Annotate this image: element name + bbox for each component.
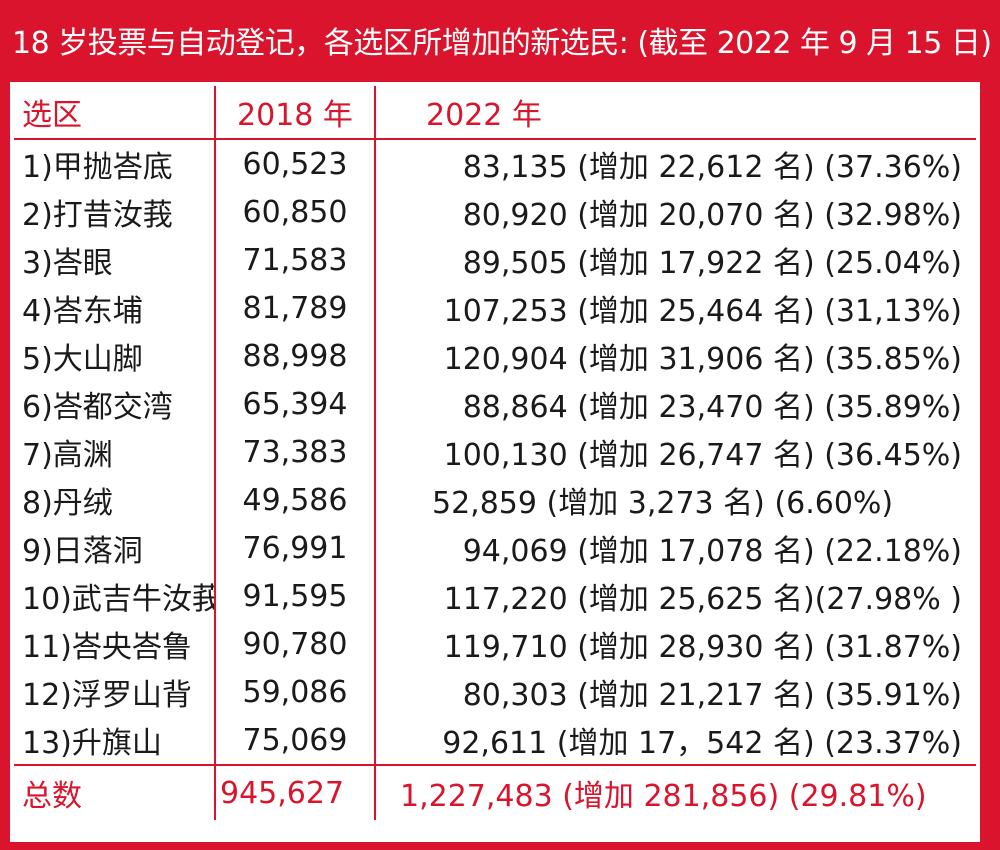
total-2018-cell: 945,627 <box>215 764 376 820</box>
total-row: 总数 945,627 1,227,483 (增加 281,856) (29.81… <box>14 764 976 820</box>
table-panel: 选区 2018 年 2022 年 1)甲抛峇底 60,523 83,135 (增… <box>10 82 980 842</box>
table-row: 8)丹绒 49,586 52,859 (增加 3,273 名) (6.60%) <box>14 476 976 524</box>
total-2022-cell: 1,227,483 (增加 281,856) (29.81%) <box>375 764 976 820</box>
district-cell: 7)高渊 <box>14 428 216 476</box>
table-row: 12)浮罗山背 59,086 80,303 (增加 21,217 名) (35.… <box>14 668 976 716</box>
district-cell: 13)升旗山 <box>14 716 216 765</box>
column-header-2018: 2018 年 <box>215 86 376 140</box>
district-cell: 11)峇央峇鲁 <box>14 620 216 668</box>
table-row: 10)武吉牛汝莪 91,595 117,220 (增加 25,625 名)(27… <box>14 572 976 620</box>
voters-2018-cell: 90,780 <box>215 620 376 668</box>
voters-2018-cell: 49,586 <box>215 476 376 524</box>
table-row: 1)甲抛峇底 60,523 83,135 (增加 22,612 名) (37.3… <box>14 139 976 188</box>
table-row: 2)打昔汝莪 60,850 80,920 (增加 20,070 名) (32.9… <box>14 188 976 236</box>
voters-2018-cell: 75,069 <box>215 716 376 765</box>
voters-2022-cell: 52,859 (增加 3,273 名) (6.60%) <box>432 486 894 521</box>
voters-2022-cell: 117,220 (增加 25,625 名)(27.98% ) <box>443 582 962 617</box>
voters-2022-cell: 88,864 (增加 23,470 名) (35.89%) <box>462 390 962 425</box>
district-cell: 1)甲抛峇底 <box>14 139 216 188</box>
voters-2018-cell: 81,789 <box>215 284 376 332</box>
voters-2018-cell: 73,383 <box>215 428 376 476</box>
voters-2022-cell: 89,505 (增加 17,922 名) (25.04%) <box>462 246 962 281</box>
voters-2022-cell: 80,303 (增加 21,217 名) (35.91%) <box>462 678 962 713</box>
table-row: 6)峇都交湾 65,394 88,864 (增加 23,470 名) (35.8… <box>14 380 976 428</box>
district-cell: 5)大山脚 <box>14 332 216 380</box>
voters-2018-cell: 76,991 <box>215 524 376 572</box>
voters-2022-cell: 100,130 (增加 26,747 名) (36.45%) <box>443 438 962 473</box>
voters-2018-cell: 60,523 <box>215 139 376 188</box>
voters-2018-cell: 88,998 <box>215 332 376 380</box>
district-cell: 4)峇东埔 <box>14 284 216 332</box>
district-cell: 6)峇都交湾 <box>14 380 216 428</box>
voters-2018-cell: 91,595 <box>215 572 376 620</box>
column-header-district: 选区 <box>14 86 216 140</box>
table-header-row: 选区 2018 年 2022 年 <box>14 86 976 140</box>
voters-2022-cell: 119,710 (增加 28,930 名) (31.87%) <box>443 630 962 665</box>
page-title: 18 岁投票与自动登记，各选区所增加的新选民: (截至 2022 年 9 月 1… <box>12 26 992 61</box>
column-header-2022: 2022 年 <box>375 86 976 140</box>
voters-2022-cell: 94,069 (增加 17,078 名) (22.18%) <box>462 534 962 569</box>
voters-2022-cell: 107,253 (增加 25,464 名) (31,13%) <box>443 294 962 329</box>
district-cell: 3)峇眼 <box>14 236 216 284</box>
table-row: 13)升旗山 75,069 92,611 (增加 17，542 名) (23.3… <box>14 716 976 765</box>
table-row: 9)日落洞 76,991 94,069 (增加 17,078 名) (22.18… <box>14 524 976 572</box>
voters-2022-cell: 92,611 (增加 17，542 名) (23.37%) <box>442 726 962 761</box>
voters-2022-cell: 80,920 (增加 20,070 名) (32.98%) <box>462 198 962 233</box>
district-cell: 2)打昔汝莪 <box>14 188 216 236</box>
table-row: 3)峇眼 71,583 89,505 (增加 17,922 名) (25.04%… <box>14 236 976 284</box>
voters-2022-cell: 120,904 (增加 31,906 名) (35.85%) <box>443 342 962 377</box>
voters-2018-cell: 60,850 <box>215 188 376 236</box>
table-row: 11)峇央峇鲁 90,780 119,710 (增加 28,930 名) (31… <box>14 620 976 668</box>
voters-2022-cell: 83,135 (增加 22,612 名) (37.36%) <box>462 150 962 185</box>
voters-2018-cell: 65,394 <box>215 380 376 428</box>
voters-2018-cell: 71,583 <box>215 236 376 284</box>
district-cell: 9)日落洞 <box>14 524 216 572</box>
total-label: 总数 <box>14 764 216 820</box>
table-row: 4)峇东埔 81,789 107,253 (增加 25,464 名) (31,1… <box>14 284 976 332</box>
district-cell: 10)武吉牛汝莪 <box>14 572 216 620</box>
table-row: 5)大山脚 88,998 120,904 (增加 31,906 名) (35.8… <box>14 332 976 380</box>
district-cell: 8)丹绒 <box>14 476 216 524</box>
table-row: 7)高渊 73,383 100,130 (增加 26,747 名) (36.45… <box>14 428 976 476</box>
voter-table: 选区 2018 年 2022 年 1)甲抛峇底 60,523 83,135 (增… <box>14 86 976 820</box>
district-cell: 12)浮罗山背 <box>14 668 216 716</box>
voters-2018-cell: 59,086 <box>215 668 376 716</box>
